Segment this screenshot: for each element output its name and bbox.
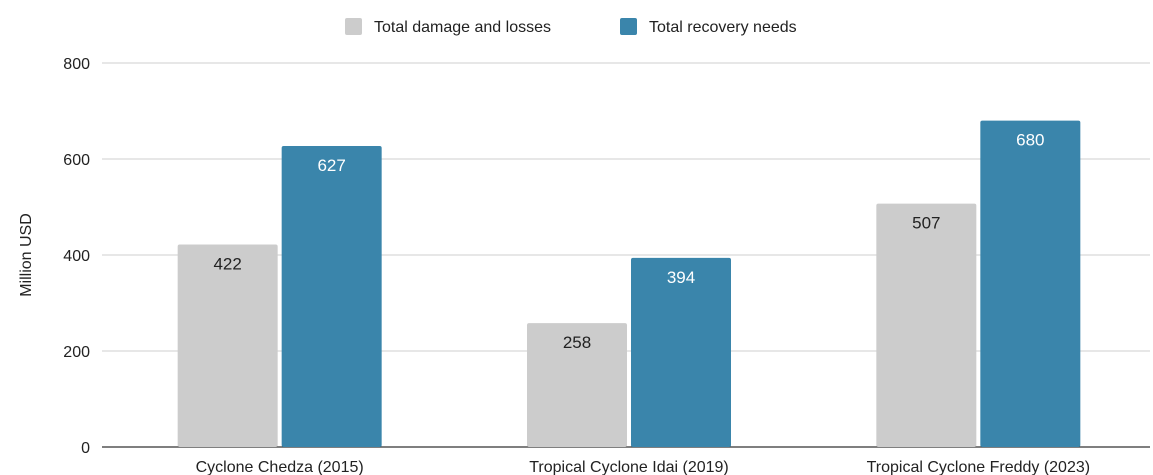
bar-damage: [876, 203, 977, 447]
category-label: Tropical Cyclone Freddy (2023): [867, 459, 1091, 475]
y-tick-label: 0: [81, 440, 90, 457]
bar-damage: [527, 323, 627, 447]
data-labels: 422 627 258 394 507 680: [213, 131, 1044, 353]
category-label: Tropical Cyclone Idai (2019): [529, 459, 729, 475]
y-tick-label: 200: [63, 344, 90, 361]
bar-recovery: [631, 257, 731, 447]
data-label: 627: [317, 156, 345, 175]
category-labels: Cyclone Chedza (2015) Tropical Cyclone Id…: [196, 459, 1090, 475]
legend-label-damage: Total damage and losses: [374, 19, 551, 36]
bar-recovery: [281, 146, 382, 448]
legend: Total damage and losses Total recovery n…: [345, 18, 797, 36]
data-label: 507: [912, 214, 940, 233]
y-tick-labels: 0 200 400 600 800: [63, 56, 90, 457]
y-tick-label: 600: [63, 152, 90, 169]
y-tick-label: 800: [63, 56, 90, 73]
y-tick-label: 400: [63, 248, 90, 265]
data-label: 680: [1016, 131, 1044, 150]
category-label: Cyclone Chedza (2015): [196, 459, 364, 475]
legend-swatch-damage: [345, 18, 362, 35]
data-label: 394: [667, 268, 695, 287]
data-label: 258: [563, 333, 591, 352]
y-axis-title: Million USD: [18, 213, 35, 297]
bar-damage: [177, 244, 278, 447]
legend-label-recovery: Total recovery needs: [649, 19, 797, 36]
bar-recovery: [980, 120, 1081, 447]
legend-swatch-recovery: [620, 18, 637, 35]
bars: [177, 120, 1081, 448]
data-label: 422: [213, 254, 241, 273]
